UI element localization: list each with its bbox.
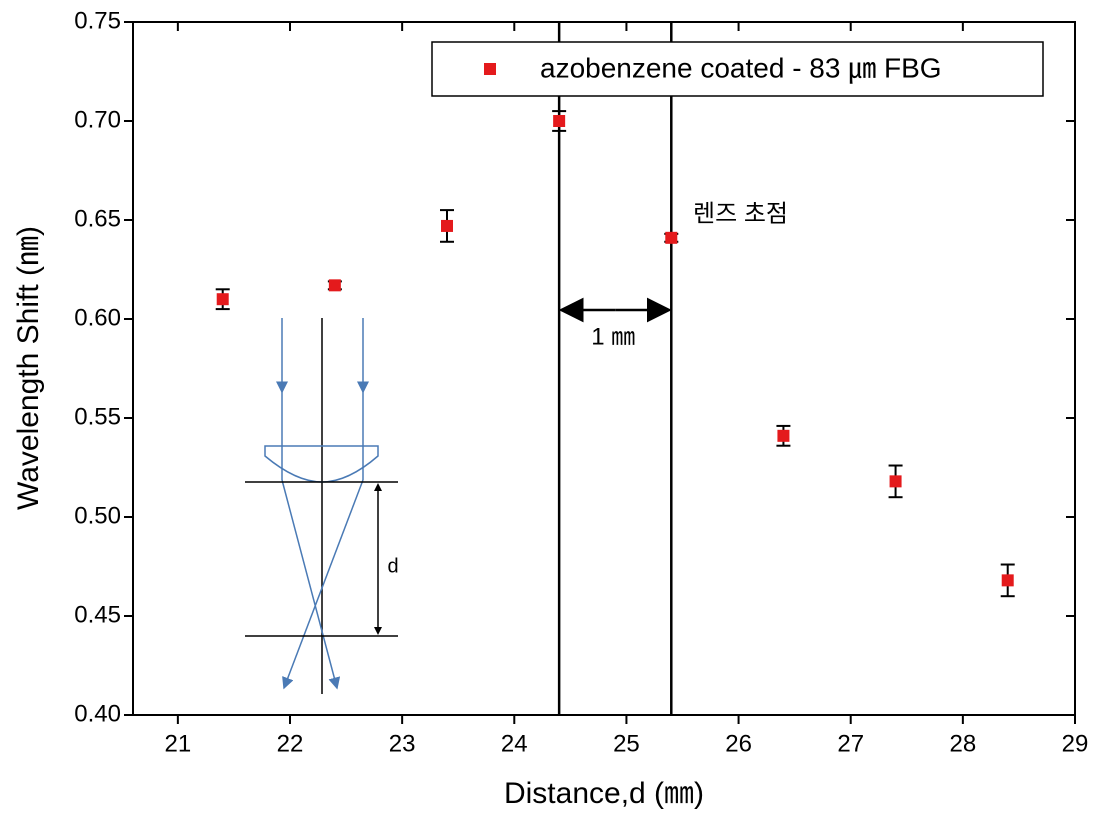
y-tick-label: 0.65	[74, 205, 121, 232]
plot-frame	[132, 21, 1076, 716]
marker	[665, 231, 678, 244]
x-tick-label: 28	[950, 730, 977, 757]
y-tick-label: 0.75	[74, 7, 121, 34]
y-tick-label: 0.60	[74, 304, 121, 331]
y-tick-label: 0.70	[74, 106, 121, 133]
lens-diagram	[245, 318, 398, 694]
gap-label: 1 ㎜	[591, 323, 635, 350]
x-tick-label: 29	[1062, 730, 1089, 757]
y-tick-label: 0.55	[74, 403, 121, 430]
marker	[216, 293, 229, 306]
x-axis-title: Distance,d (㎜)	[504, 777, 704, 810]
x-tick-label: 27	[837, 730, 864, 757]
y-axis-title: Wavelength Shift (㎚)	[12, 226, 45, 510]
marker	[441, 219, 453, 232]
x-tick-label: 23	[389, 730, 416, 757]
x-tick-label: 24	[501, 730, 528, 757]
x-tick-label: 25	[613, 730, 640, 757]
marker	[328, 279, 341, 292]
y-tick-label: 0.50	[74, 502, 121, 529]
marker	[553, 115, 566, 127]
y-tick-label: 0.40	[74, 700, 121, 727]
legend-box	[431, 41, 1044, 97]
marker	[777, 429, 790, 442]
inset-label: d	[387, 555, 398, 577]
y-tick-label: 0.45	[74, 601, 121, 628]
focus-label: 렌즈 초점	[693, 200, 788, 227]
legend-marker	[484, 63, 496, 75]
legend-label: azobenzene coated - 83 ㎛ FBG	[540, 52, 942, 84]
marker	[1001, 574, 1014, 587]
marker	[889, 475, 902, 488]
x-tick-label: 26	[725, 730, 752, 757]
x-tick-label: 22	[277, 730, 304, 757]
x-tick-label: 21	[165, 730, 192, 757]
